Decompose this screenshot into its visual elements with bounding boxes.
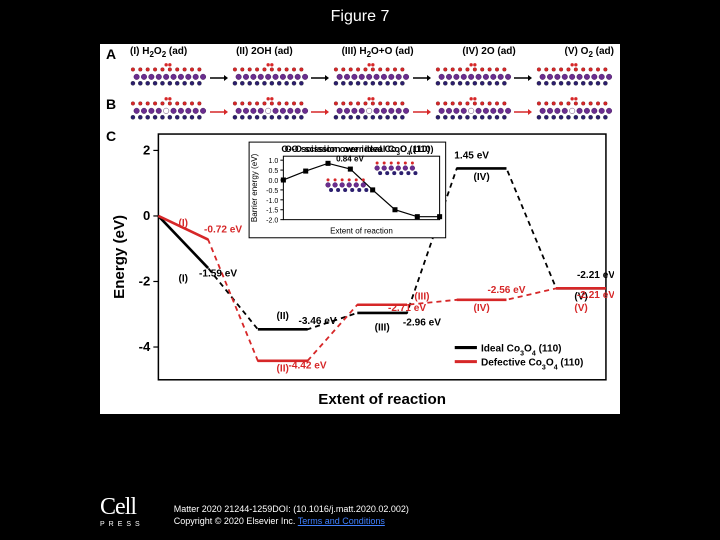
svg-text:-4: -4 bbox=[139, 339, 151, 354]
svg-text:-1.5: -1.5 bbox=[266, 208, 278, 215]
svg-text:Energy (eV): Energy (eV) bbox=[111, 215, 128, 299]
lattice-structure bbox=[331, 97, 411, 121]
svg-text:(IV): (IV) bbox=[474, 303, 490, 314]
svg-text:(V): (V) bbox=[574, 303, 587, 314]
svg-text:-2: -2 bbox=[139, 274, 151, 289]
svg-text:Extent of reaction: Extent of reaction bbox=[318, 391, 446, 408]
svg-text:Extent of reaction: Extent of reaction bbox=[330, 227, 393, 236]
cell-logo: Cell PRESS bbox=[100, 497, 144, 528]
svg-text:-2.21 eV: -2.21 eV bbox=[577, 290, 614, 301]
arrow-icon bbox=[210, 70, 228, 80]
lattice-structure bbox=[433, 63, 513, 87]
svg-text:-2.0: -2.0 bbox=[266, 218, 278, 225]
state-label: (III) H2O+O (ad) bbox=[342, 46, 414, 59]
svg-text:0.0: 0.0 bbox=[269, 178, 279, 185]
figure-panel: A (I) H2O2 (ad) (II) 2OH (ad) (III) H2O+O … bbox=[100, 44, 620, 414]
arrow-icon bbox=[413, 70, 431, 80]
svg-text:-4.42 eV: -4.42 eV bbox=[289, 360, 327, 371]
svg-text:Defective Co3O4 (110): Defective Co3O4 (110) bbox=[481, 358, 583, 371]
state-label: (V) O2 (ad) bbox=[565, 46, 614, 59]
svg-text:-2.56 eV: -2.56 eV bbox=[487, 285, 525, 296]
citation-copyright: Copyright © 2020 Elsevier Inc. bbox=[174, 516, 296, 526]
svg-text:(I): (I) bbox=[178, 273, 188, 284]
lattice-row-b bbox=[128, 96, 614, 122]
svg-text:(IV): (IV) bbox=[474, 172, 490, 183]
svg-text:0: 0 bbox=[143, 208, 150, 223]
svg-text:(II): (II) bbox=[277, 364, 289, 375]
arrow-icon bbox=[514, 104, 532, 114]
energy-chart: -4 -2 0 2 Energy (eV) Extent of reaction -0.72… bbox=[110, 128, 614, 410]
svg-text:0.84 eV: 0.84 eV bbox=[336, 154, 364, 163]
figure-title: Figure 7 bbox=[0, 0, 720, 34]
svg-text:2: 2 bbox=[143, 142, 150, 157]
svg-text:0.5: 0.5 bbox=[269, 168, 279, 175]
svg-text:Barrier energy (eV): Barrier energy (eV) bbox=[250, 153, 259, 222]
panel-label-b: B bbox=[106, 96, 116, 112]
svg-text:-2.96 eV: -2.96 eV bbox=[403, 318, 441, 329]
panel-label-a: A bbox=[106, 46, 116, 62]
arrow-icon bbox=[311, 104, 329, 114]
citation: Matter 2020 21244-1259DOI: (10.1016/j.ma… bbox=[174, 503, 409, 528]
lattice-structure bbox=[128, 97, 208, 121]
svg-text:-2.21 eV: -2.21 eV bbox=[577, 270, 614, 281]
lattice-structure bbox=[230, 63, 310, 87]
svg-text:-1.59 eV: -1.59 eV bbox=[199, 269, 237, 280]
svg-text:-0.5: -0.5 bbox=[266, 188, 278, 195]
svg-text:1.45 eV: 1.45 eV bbox=[454, 151, 489, 162]
svg-text:-0.72 eV: -0.72 eV bbox=[204, 224, 242, 235]
svg-text:-1.0: -1.0 bbox=[266, 198, 278, 205]
svg-text:(III): (III) bbox=[414, 292, 429, 303]
arrow-icon bbox=[413, 104, 431, 114]
svg-text:(I): (I) bbox=[178, 218, 188, 229]
lattice-structure bbox=[230, 97, 310, 121]
lattice-structure bbox=[534, 97, 614, 121]
arrow-icon bbox=[311, 70, 329, 80]
footer: Cell PRESS Matter 2020 21244-1259DOI: (1… bbox=[100, 497, 700, 528]
svg-text:(III): (III) bbox=[375, 323, 390, 334]
svg-text:-3.46 eV: -3.46 eV bbox=[298, 316, 336, 327]
terms-link[interactable]: Terms and Conditions bbox=[298, 516, 385, 526]
state-labels: (I) H2O2 (ad) (II) 2OH (ad) (III) H2O+O (a… bbox=[130, 46, 614, 59]
lattice-structure bbox=[331, 63, 411, 87]
arrow-icon bbox=[514, 70, 532, 80]
svg-text:1.0: 1.0 bbox=[269, 158, 279, 165]
lattice-structure bbox=[128, 63, 208, 87]
lattice-structure bbox=[433, 97, 513, 121]
state-label: (I) H2O2 (ad) bbox=[130, 46, 187, 59]
svg-text:Ideal Co3O4 (110): Ideal Co3O4 (110) bbox=[481, 344, 562, 357]
svg-text:-2.71 eV: -2.71 eV bbox=[388, 303, 426, 314]
state-label: (IV) 2O (ad) bbox=[462, 46, 515, 59]
lattice-structure bbox=[534, 63, 614, 87]
arrow-icon bbox=[210, 104, 228, 114]
citation-journal: Matter 2020 21244-1259DOI: (10.1016/j.ma… bbox=[174, 503, 409, 516]
lattice-row-a bbox=[128, 62, 614, 88]
state-label: (II) 2OH (ad) bbox=[236, 46, 293, 59]
svg-text:(II): (II) bbox=[277, 311, 289, 322]
